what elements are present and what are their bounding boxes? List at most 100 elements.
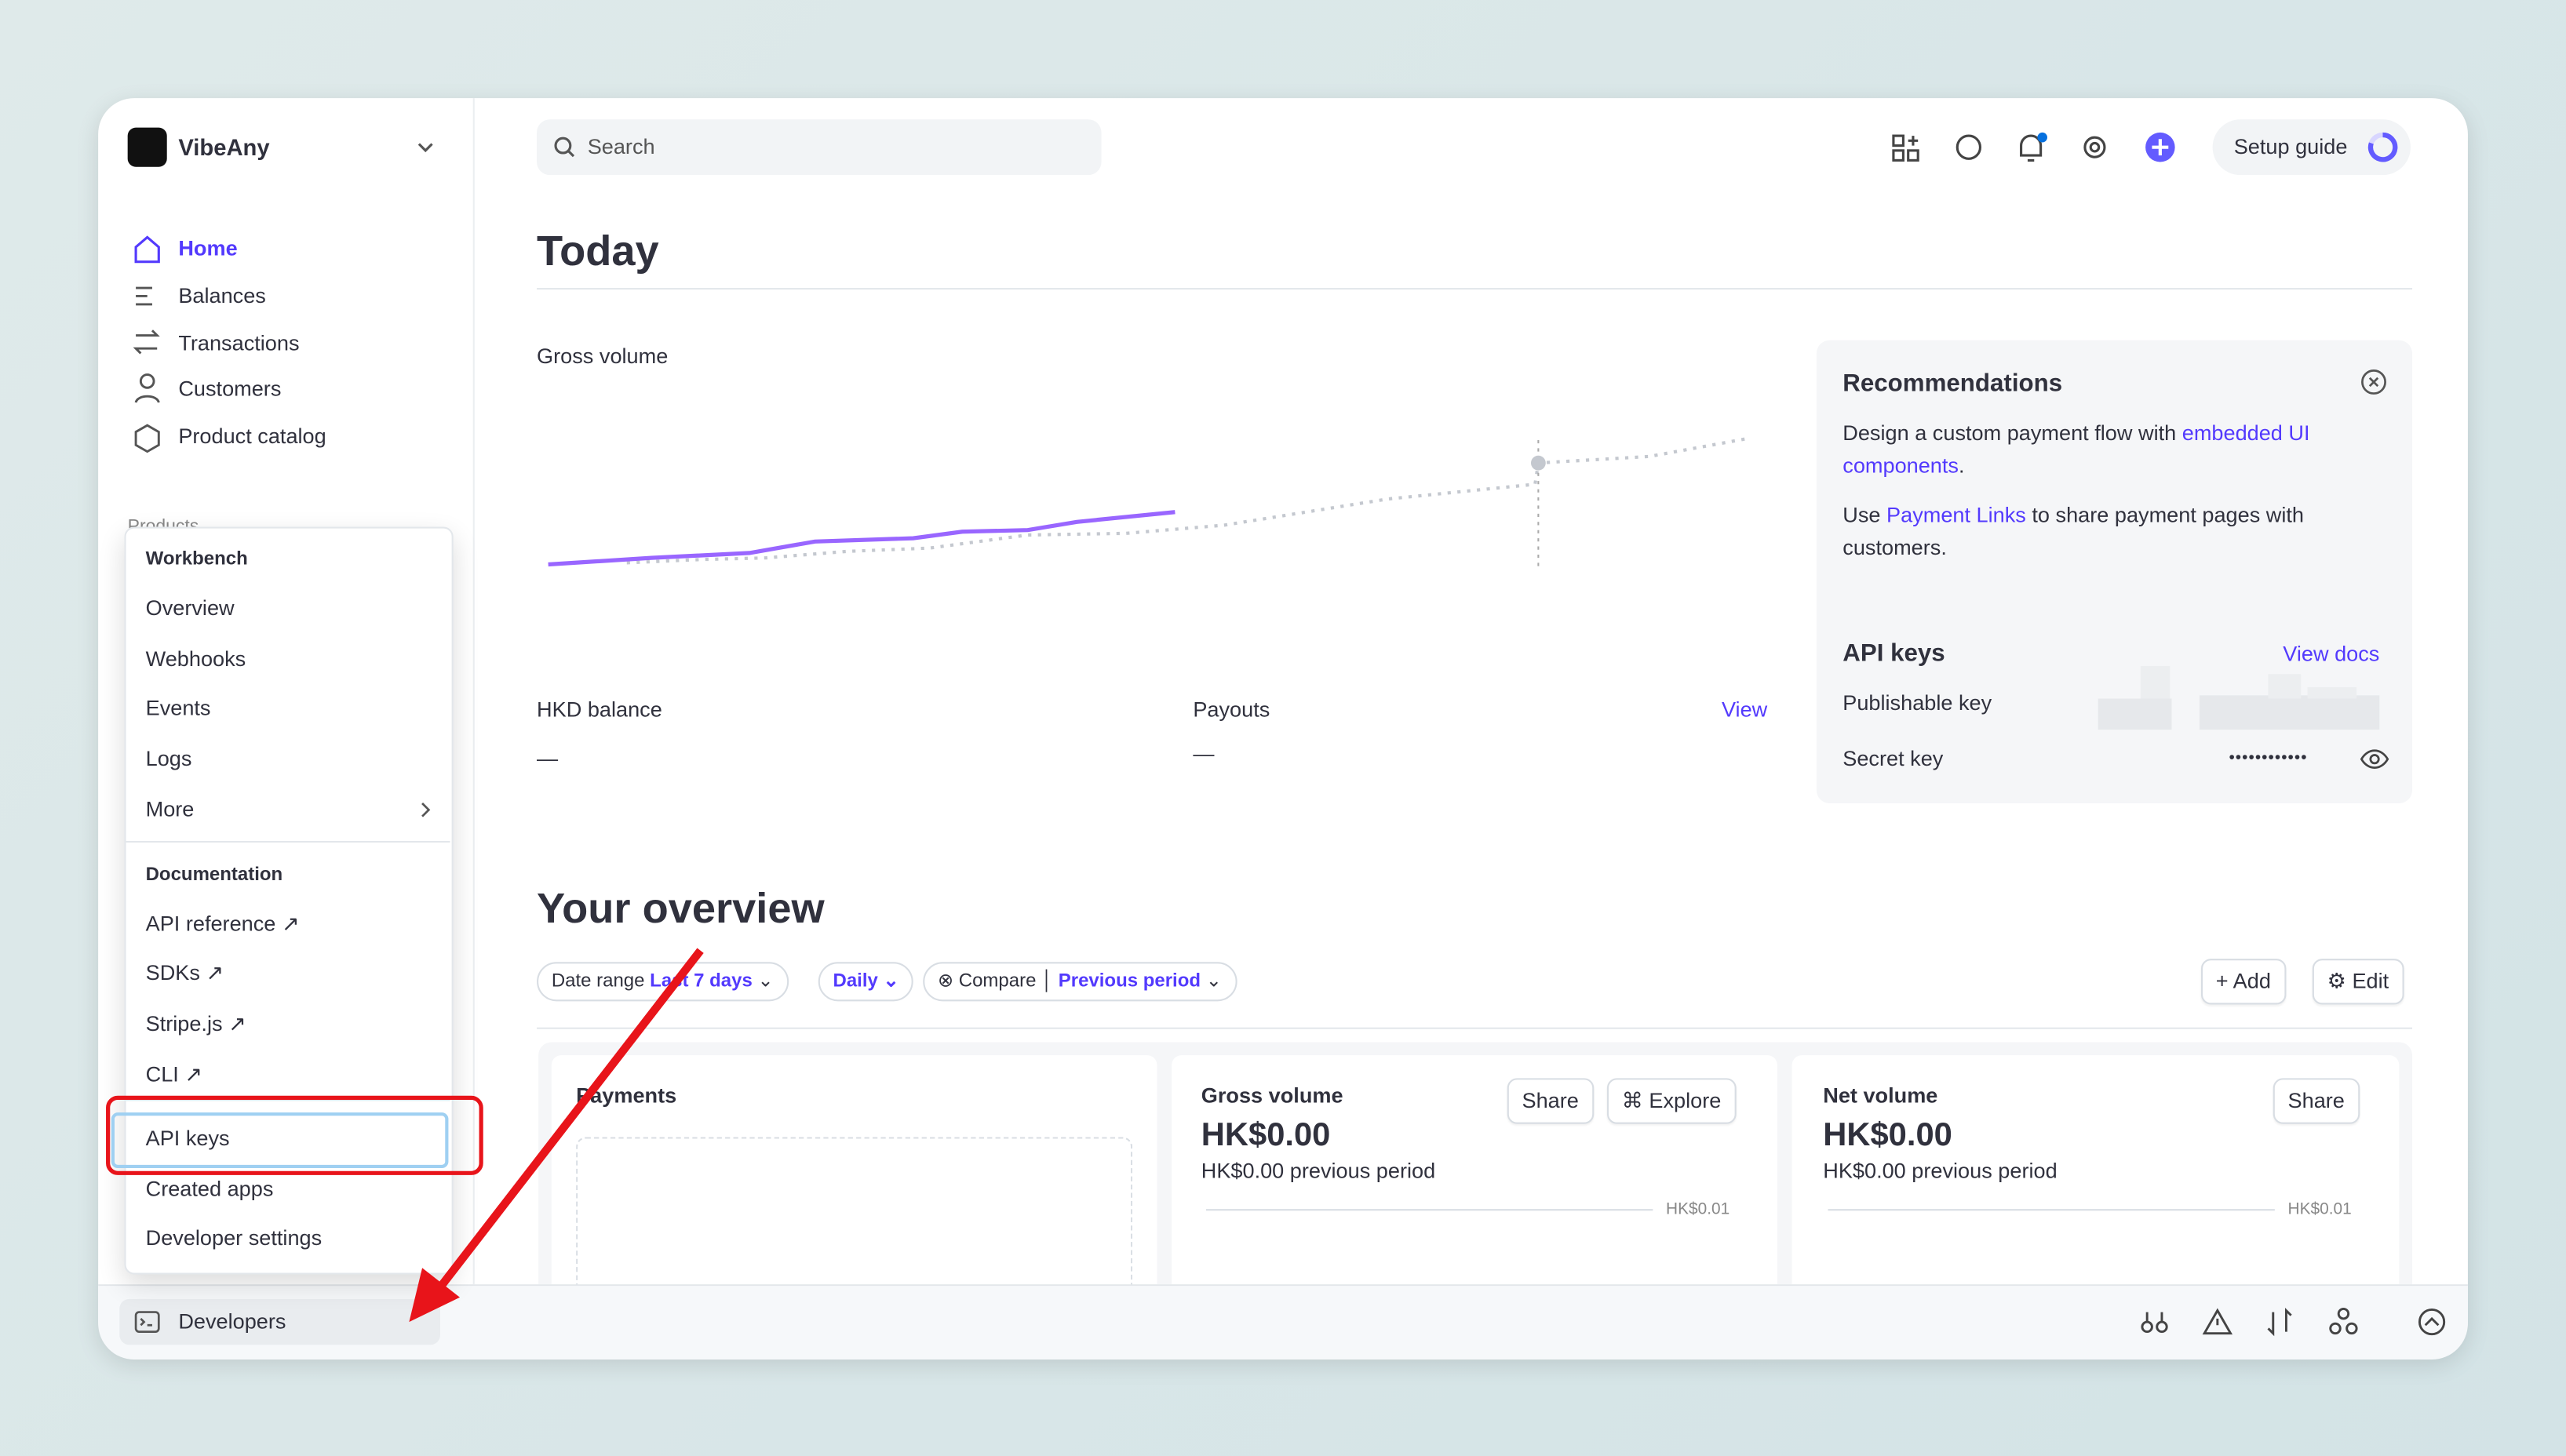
menu-item[interactable]: Created apps: [145, 1176, 274, 1201]
chart-label: Gross volume: [537, 343, 669, 369]
add-button[interactable]: + Add: [2200, 959, 2286, 1005]
edit-button[interactable]: ⚙ Edit: [2312, 959, 2404, 1005]
search-placeholder: Search: [587, 134, 655, 159]
nav-icons: [133, 235, 160, 453]
share-button[interactable]: Share: [1507, 1078, 1594, 1124]
card-previous: HK$0.00 previous period: [1823, 1158, 2058, 1183]
axis-label: HK$0.01: [2287, 1200, 2352, 1219]
recommendations-title: Recommendations: [1842, 369, 2063, 398]
card-previous: HK$0.00 previous period: [1201, 1158, 1436, 1183]
text: Use: [1842, 502, 1887, 527]
menu-item[interactable]: API keys: [145, 1125, 230, 1151]
account-name[interactable]: VibeAny: [178, 134, 270, 161]
nav-item[interactable]: Transactions: [178, 330, 300, 355]
nav-item[interactable]: Product catalog: [178, 424, 326, 449]
card-amount: HK$0.00: [1201, 1117, 1331, 1154]
card-title: Gross volume: [1201, 1083, 1343, 1108]
explore-button[interactable]: ⌘ Explore: [1606, 1078, 1737, 1124]
menu-item[interactable]: CLI ↗: [145, 1061, 203, 1087]
label: Stripe.js: [145, 1010, 223, 1036]
terminal-icon: [134, 1311, 160, 1333]
gross-volume-sparkline: [548, 436, 1748, 568]
menu-section-title: Workbench: [145, 549, 248, 570]
chevron: [417, 143, 433, 153]
label: CLI: [145, 1061, 179, 1087]
view-docs-link[interactable]: View docs: [2283, 641, 2380, 666]
menu-item[interactable]: Logs: [145, 745, 192, 771]
axis-line: [1828, 1209, 2275, 1211]
payouts-label: Payouts: [1193, 697, 1270, 722]
search-icon: [554, 136, 575, 158]
compare-filter[interactable]: ⊗ Compare │ Previous period ⌄: [923, 962, 1237, 1002]
interval-filter[interactable]: Daily ⌄: [818, 962, 914, 1002]
axis-line: [1206, 1209, 1653, 1211]
footer-bar: [98, 1284, 2468, 1360]
chevron-right: [421, 803, 431, 817]
label: Add: [2232, 968, 2271, 993]
divider: [126, 1099, 450, 1101]
text: to share payment pages with customers.: [1842, 502, 2305, 559]
nav-item[interactable]: Home: [178, 235, 238, 260]
footer-icons[interactable]: [2141, 1307, 2451, 1337]
link[interactable]: Payment Links: [1886, 502, 2026, 527]
close-button[interactable]: [2360, 368, 2387, 395]
value: Previous period: [1058, 971, 1201, 992]
label: Explore: [1649, 1087, 1722, 1113]
card: [551, 1055, 1157, 1285]
link[interactable]: embedded UI components: [1842, 420, 2310, 477]
developers-button[interactable]: [119, 1298, 440, 1345]
recommendation: Use Payment Links to share payment pages…: [1842, 499, 2366, 562]
text: Design a custom payment flow with: [1842, 420, 2182, 446]
menu-item[interactable]: API reference ↗: [145, 911, 300, 936]
card-amount: HK$0.00: [1823, 1117, 1952, 1154]
menu-item[interactable]: Developer settings: [145, 1225, 323, 1250]
value: Daily: [833, 971, 878, 992]
publishable-key-label: Publishable key: [1842, 690, 1992, 715]
view-link[interactable]: View: [1721, 697, 1768, 722]
axis-label: HK$0.01: [1666, 1200, 1730, 1219]
toolbar-icons[interactable]: [1890, 131, 2185, 167]
api-keys-title: API keys: [1842, 639, 1945, 668]
label: Date range: [551, 971, 645, 992]
label: SDKs: [145, 960, 200, 985]
divider: [126, 840, 450, 843]
menu-item[interactable]: Events: [145, 695, 211, 720]
redacted-key: [2098, 665, 2380, 730]
menu-item[interactable]: Stripe.js ↗: [145, 1010, 246, 1036]
label: API reference: [145, 911, 276, 936]
reveal-button[interactable]: [2360, 748, 2389, 770]
label: Compare: [958, 971, 1037, 992]
divider: [537, 288, 2413, 290]
text: .: [1958, 452, 1965, 477]
secret-key-value: ••••••••••••: [2229, 749, 2308, 768]
setup-guide: Setup guide: [2233, 134, 2348, 159]
overview-title: Your overview: [537, 883, 825, 933]
sidebar-divider: [472, 98, 475, 1285]
progress-ring: [2367, 132, 2398, 162]
developer-menu: [124, 526, 454, 1275]
payouts-value: —: [1193, 741, 1215, 766]
recommendation: Design a custom payment flow with embedd…: [1842, 417, 2366, 481]
developers-label: Developers: [178, 1309, 286, 1334]
share-button[interactable]: Share: [2273, 1078, 2360, 1124]
setup-guide-button[interactable]: [2212, 119, 2411, 176]
hkd-balance-label: HKD balance: [537, 697, 662, 722]
menu-section-title: Documentation: [145, 865, 283, 886]
menu-item[interactable]: More: [145, 796, 195, 821]
secret-key-label: Secret key: [1842, 745, 1944, 771]
divider: [537, 1027, 2413, 1029]
menu-item[interactable]: Overview: [145, 595, 235, 621]
menu-item[interactable]: Webhooks: [145, 646, 246, 672]
label: Edit: [2352, 968, 2389, 993]
placeholder: [576, 1137, 1133, 1294]
nav-item[interactable]: Customers: [178, 376, 282, 401]
page-title: Today: [537, 225, 659, 275]
nav-item[interactable]: Balances: [178, 282, 266, 308]
focus-ring: [111, 1112, 449, 1169]
menu-item[interactable]: SDKs ↗: [145, 960, 224, 985]
search-box[interactable]: [537, 119, 1102, 176]
account-logo: [127, 127, 167, 167]
